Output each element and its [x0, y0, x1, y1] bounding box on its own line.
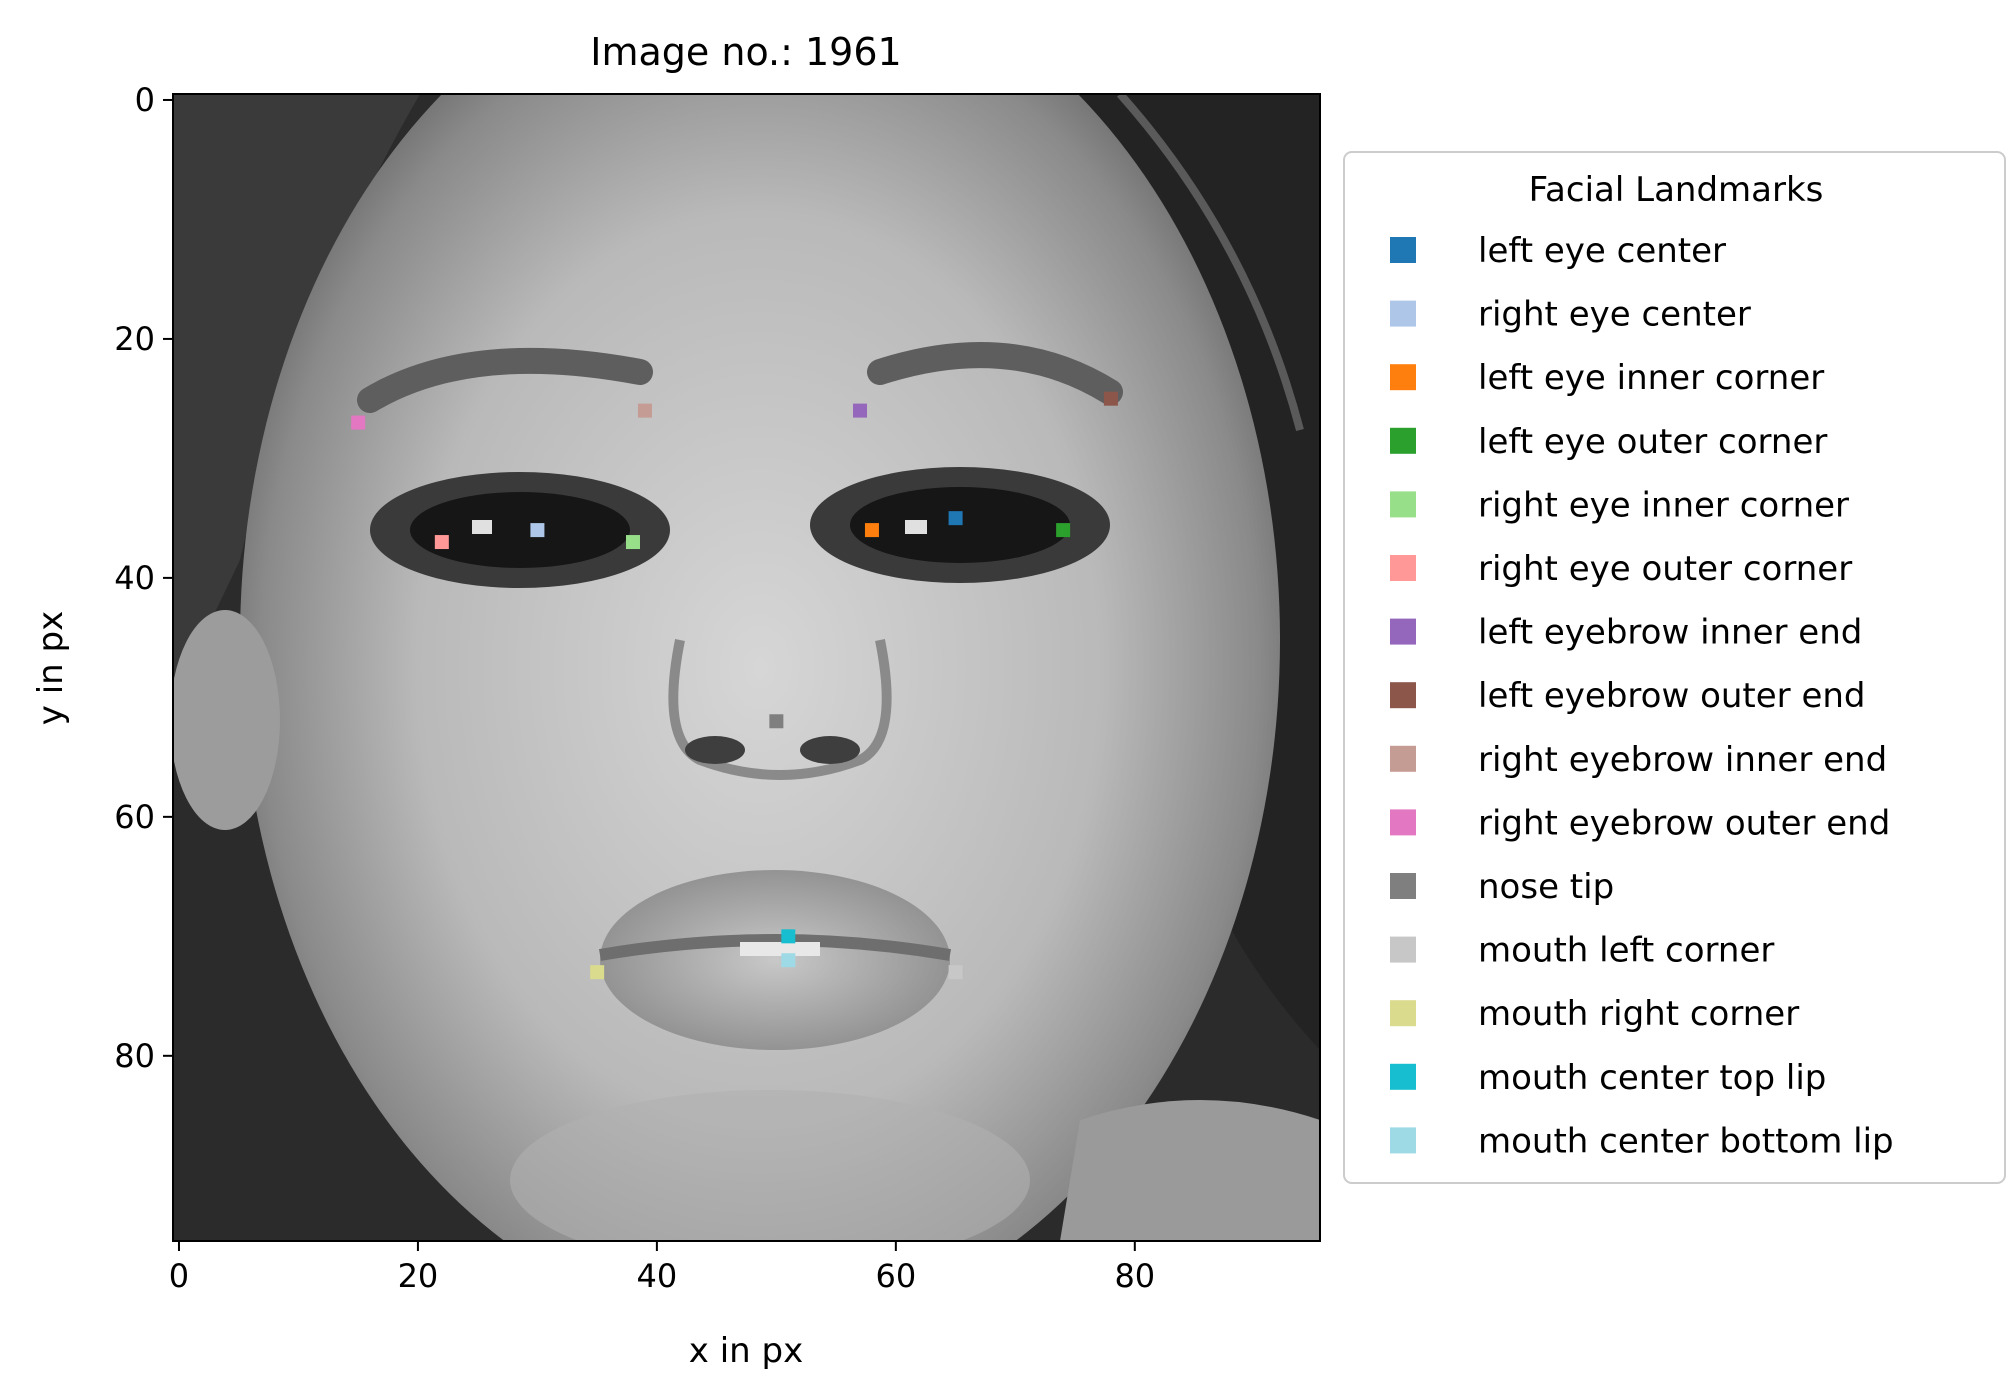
legend-swatch [1390, 873, 1416, 899]
x-tick-label: 20 [398, 1257, 439, 1295]
legend-swatch [1390, 1127, 1416, 1154]
legend-entry-label: left eye inner corner [1478, 358, 1824, 398]
legend-entry-label: left eyebrow outer end [1478, 676, 1866, 716]
x-axis-label: x in px [689, 1331, 803, 1371]
landmark-point [637, 403, 652, 418]
legend-swatch [1390, 618, 1416, 645]
landmark-point [781, 929, 796, 944]
legend-entry-label: right eye center [1478, 295, 1751, 335]
legend-entry-label: right eyebrow outer end [1478, 803, 1890, 843]
y-tick-label: 40 [114, 559, 155, 597]
landmark-point [434, 535, 449, 550]
legend-entry-label: mouth center top lip [1478, 1058, 1826, 1098]
legend-swatch [1390, 300, 1416, 327]
landmark-point [769, 714, 784, 729]
plot-frame [172, 93, 1321, 1242]
y-tick-label: 80 [114, 1037, 155, 1075]
legend-title: Facial Landmarks [1529, 170, 1824, 210]
landmark-point [948, 511, 963, 526]
legend-swatch [1390, 427, 1416, 454]
x-tick-label: 40 [637, 1257, 678, 1295]
legend-entry-label: nose tip [1478, 867, 1614, 907]
legend-entry-label: left eye outer corner [1478, 422, 1827, 462]
landmark-point [1056, 523, 1071, 538]
landmark-point [853, 403, 868, 418]
legend-swatch [1390, 1063, 1416, 1090]
landmark-point [948, 965, 963, 980]
y-tick-label: 0 [135, 81, 155, 119]
chart-title: Image no.: 1961 [590, 30, 901, 74]
x-tick-label: 0 [169, 1257, 189, 1295]
legend-swatch [1390, 682, 1416, 709]
legend-entry-label: mouth left corner [1478, 931, 1774, 971]
y-tick-label: 60 [114, 798, 155, 836]
legend-entry-label: left eyebrow inner end [1478, 613, 1862, 653]
y-tick-label: 20 [114, 320, 155, 358]
legend-box [1343, 151, 2006, 1184]
landmark-point [530, 523, 545, 538]
legend-entry-label: right eye outer corner [1478, 549, 1852, 589]
landmark-markers [351, 391, 1118, 980]
landmark-point [590, 965, 605, 980]
legend-entry-label: right eyebrow inner end [1478, 740, 1887, 780]
landmark-point [351, 415, 366, 430]
y-axis: 0 20 40 60 80 [114, 81, 173, 1075]
legend-entry-label: mouth right corner [1478, 994, 1799, 1034]
landmark-point [625, 535, 640, 550]
face-image [173, 94, 1320, 1241]
legend-swatch [1390, 936, 1416, 963]
legend-swatch [1390, 745, 1416, 772]
landmark-point [781, 953, 796, 968]
legend-entry-label: mouth center bottom lip [1478, 1121, 1894, 1161]
landmark-point [864, 523, 879, 538]
legend-swatch [1390, 555, 1416, 581]
legend-swatch [1390, 491, 1416, 518]
y-axis-label: y in px [31, 611, 71, 725]
landmark-point [1103, 391, 1118, 406]
legend: Facial Landmarks left eye center right ey… [1343, 151, 2006, 1184]
legend-entry-label: left eye center [1478, 231, 1726, 271]
legend-entry-label: right eye inner corner [1478, 485, 1849, 525]
legend-swatch [1390, 364, 1416, 391]
x-tick-label: 80 [1114, 1257, 1155, 1295]
legend-swatch [1390, 1000, 1416, 1027]
x-tick-label: 60 [875, 1257, 916, 1295]
x-axis: 0 20 40 60 80 [169, 1241, 1155, 1295]
legend-swatch [1390, 809, 1416, 836]
legend-swatch [1390, 237, 1416, 263]
